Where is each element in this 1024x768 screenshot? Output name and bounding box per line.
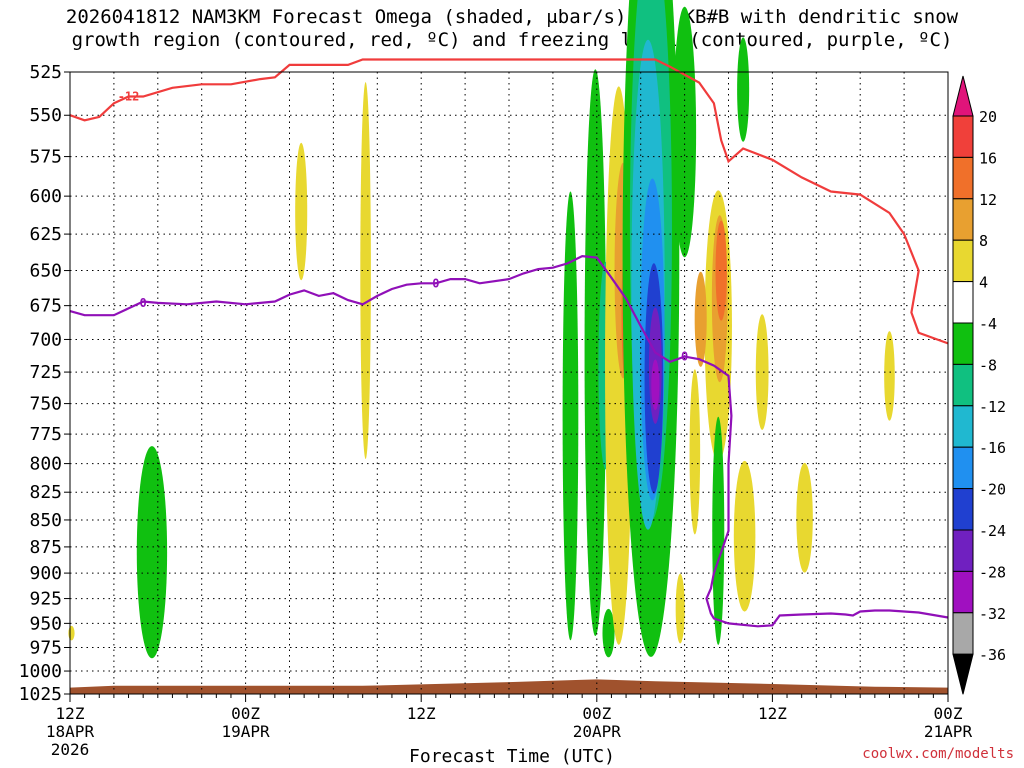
colorbar-label-8: -16	[979, 439, 1006, 457]
y-tick-label-925: 925	[29, 589, 62, 610]
y-tick-label-675: 675	[29, 296, 62, 317]
colorbar-segment-8	[952, 405, 974, 448]
omega-cell-23	[715, 220, 727, 321]
omega-cell-27	[737, 37, 750, 142]
colorbar-segment-3	[952, 198, 974, 241]
y-tick-label-750: 750	[29, 394, 62, 415]
colorbar-segment-10	[952, 488, 974, 531]
colorbar-segment-11	[952, 529, 974, 572]
y-tick-label-550: 550	[29, 105, 62, 126]
colorbar-label-6: -8	[979, 356, 997, 374]
y-tick-label-875: 875	[29, 537, 62, 558]
y-tick-label-800: 800	[29, 454, 62, 475]
y-tick-label-950: 950	[29, 613, 62, 634]
credit-link[interactable]: coolwx.com/modelts	[862, 746, 1014, 762]
colorbar-segment-1	[952, 115, 974, 158]
omega-cell-17	[651, 359, 660, 411]
x-axis-label: Forecast Time (UTC)	[409, 746, 615, 767]
contour-label-1-0: 0	[140, 296, 147, 310]
y-tick-label-1025: 1025	[19, 684, 62, 705]
colorbar-label-5: -4	[979, 315, 997, 333]
colorbar-segment-4	[952, 239, 974, 283]
omega-cell-3	[136, 446, 168, 659]
omega-cell-20	[675, 573, 685, 644]
colorbar-segment-13	[952, 612, 974, 655]
omega-cell-25	[712, 416, 725, 645]
omega-cell-29	[796, 462, 813, 573]
x-tick-label-12-0: 00Z	[231, 704, 260, 723]
contour-0	[69, 254, 949, 628]
colorbar-label-12: -32	[979, 605, 1006, 623]
contour-label-0-0: -12	[118, 89, 140, 103]
y-tick-label-575: 575	[29, 147, 62, 168]
colorbar-segment-5	[952, 281, 974, 324]
y-tick-label-650: 650	[29, 261, 62, 282]
y-tick-label-975: 975	[29, 638, 62, 659]
colorbar-label-13: -36	[979, 646, 1006, 664]
colorbar-label-7: -12	[979, 398, 1006, 416]
colorbar-label-10: -24	[979, 522, 1006, 540]
colorbar-segment-7	[952, 363, 974, 407]
x-tick-label-0-0: 12Z	[56, 704, 85, 723]
omega-cell-26	[733, 460, 756, 612]
omega-cell-2	[68, 625, 75, 641]
omega-cell-30	[884, 331, 895, 421]
colorbar-label-2: 12	[979, 191, 997, 209]
y-tick-label-625: 625	[29, 224, 62, 245]
colorbar-segment-2	[952, 156, 974, 200]
omega-cell-7	[602, 608, 615, 658]
colorbar-label-9: -20	[979, 481, 1006, 499]
x-tick-label-36-1: 20APR	[573, 722, 622, 741]
colorbar-label-1: 16	[979, 149, 997, 167]
x-tick-label-0-1: 18APR	[46, 722, 95, 741]
x-tick-label-24-0: 12Z	[407, 704, 436, 723]
grid-lines	[70, 72, 948, 694]
omega-cell-0	[295, 142, 308, 281]
colorbar-label-4: 4	[979, 274, 988, 292]
x-tick-label-36-0: 00Z	[582, 704, 611, 723]
omega-cell-1	[360, 82, 371, 460]
omega-cell-24	[694, 271, 707, 367]
omega-cell-19	[689, 369, 701, 535]
colorbar-label-3: 8	[979, 232, 988, 250]
colorbar-segment-6	[952, 322, 974, 365]
omega-cell-28	[755, 314, 769, 430]
contour-lines: -12 0 0 0	[69, 58, 949, 628]
colorbar-segment-12	[952, 570, 974, 614]
y-tick-label-900: 900	[29, 563, 62, 584]
contour--12	[69, 58, 949, 345]
y-tick-label-825: 825	[29, 482, 62, 503]
colorbar: 20 16 12 8 4 -4 -8 -12 -16 -20 -24 -28 -32 -36	[952, 75, 1006, 695]
omega-cell-18	[673, 6, 697, 258]
y-tick-label-725: 725	[29, 362, 62, 383]
contour-label-1-1: 0	[432, 276, 439, 290]
plot-axes: 525 550 575 600 625 650 675 700 725 750 775 800 825 8…	[19, 62, 973, 759]
colorbar-label-0: 20	[979, 108, 997, 126]
colorbar-top-arrow	[952, 75, 974, 117]
x-tick-label-60-0: 00Z	[934, 704, 963, 723]
x-tick-label-60-1: 21APR	[924, 722, 973, 741]
y-tick-label-525: 525	[29, 62, 62, 83]
x-tick-label-48-0: 12Z	[758, 704, 787, 723]
contour-label-1-2: 0	[681, 350, 688, 364]
x-tick-label-0-2: 2026	[51, 740, 90, 759]
terrain-band	[70, 679, 948, 694]
colorbar-label-11: -28	[979, 563, 1006, 581]
omega-cell-4	[562, 191, 579, 641]
x-tick-label-12-1: 19APR	[222, 722, 271, 741]
colorbar-bottom-arrow	[952, 653, 974, 695]
terrain-fill	[70, 679, 948, 694]
omega-shading	[68, 0, 895, 659]
y-tick-label-775: 775	[29, 424, 62, 445]
y-tick-label-700: 700	[29, 329, 62, 350]
omega-cell-5	[584, 69, 607, 637]
y-tick-label-600: 600	[29, 186, 62, 207]
colorbar-segment-9	[952, 446, 974, 490]
y-tick-label-1000: 1000	[19, 661, 62, 682]
y-tick-label-850: 850	[29, 510, 62, 531]
